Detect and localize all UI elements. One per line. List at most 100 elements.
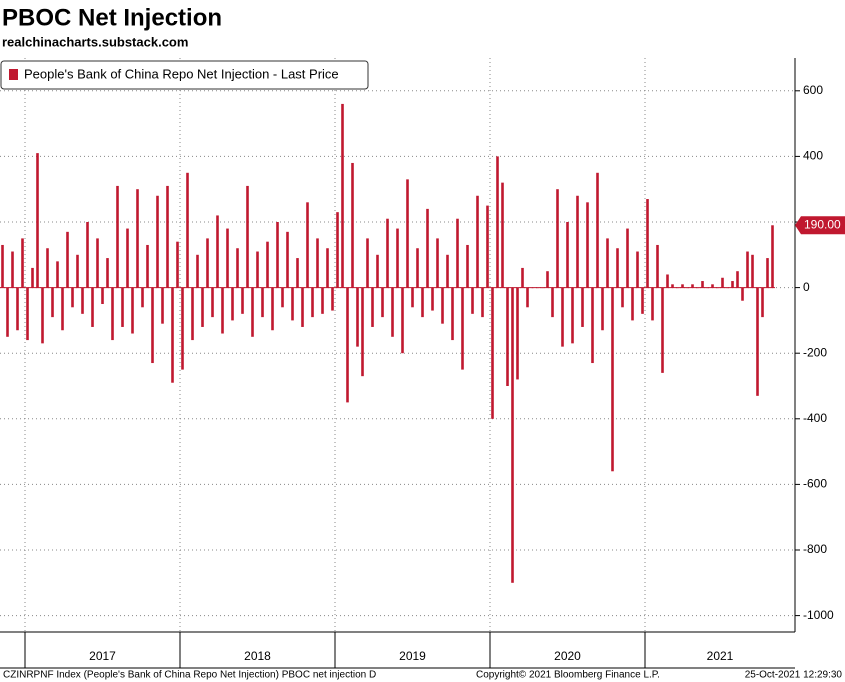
bar [361, 287, 364, 377]
bar [201, 287, 204, 327]
bar [531, 287, 534, 289]
bar [591, 287, 594, 364]
bar [506, 287, 509, 386]
bar [76, 254, 79, 288]
bar [601, 287, 604, 331]
bar [686, 287, 689, 289]
bar [256, 251, 259, 288]
bar [51, 287, 54, 318]
bar [751, 254, 754, 288]
bar [396, 228, 399, 288]
bar [226, 228, 229, 288]
bar [431, 287, 434, 311]
bar [196, 254, 199, 288]
bar [186, 172, 189, 288]
bar [341, 103, 344, 288]
bar [301, 287, 304, 327]
bar [501, 182, 504, 288]
bar [516, 287, 519, 380]
y-tick-label: 0 [803, 280, 810, 294]
bar [721, 277, 724, 288]
bar [771, 225, 774, 288]
bar [191, 287, 194, 341]
bar [81, 287, 84, 314]
bar [696, 287, 699, 289]
bar [536, 287, 539, 289]
bar [351, 162, 354, 288]
legend-swatch [9, 69, 18, 80]
bar [221, 287, 224, 334]
bar [371, 287, 374, 327]
bar [331, 287, 334, 311]
bar [666, 274, 669, 288]
bar [336, 212, 339, 288]
bar [621, 287, 624, 308]
bar [386, 218, 389, 288]
bar [471, 287, 474, 314]
bar [706, 287, 709, 289]
value-label: 190.00 [804, 217, 841, 231]
bar [491, 287, 494, 419]
bar [181, 287, 184, 370]
legend-box [0, 60, 369, 90]
bar [121, 287, 124, 327]
bar [551, 287, 554, 318]
bar [211, 287, 214, 318]
bar [416, 248, 419, 288]
bar [466, 244, 469, 288]
bar [231, 287, 234, 321]
chart-title: PBOC Net Injection [2, 4, 222, 31]
bar [411, 287, 414, 308]
y-tick-label: -400 [803, 411, 827, 425]
bar [641, 287, 644, 314]
bar [651, 287, 654, 321]
bar [391, 287, 394, 337]
x-tick-label: 2019 [399, 649, 426, 663]
y-tick-label: -1000 [803, 608, 834, 622]
bar [446, 254, 449, 288]
bar [171, 287, 174, 383]
bar [656, 244, 659, 288]
bar [381, 287, 384, 318]
bar [261, 287, 264, 318]
bar [581, 287, 584, 327]
y-tick-label: -600 [803, 477, 827, 491]
bar [46, 248, 49, 288]
chart-subtitle: realchinacharts.substack.com [2, 34, 188, 49]
bar [206, 238, 209, 288]
bar [476, 195, 479, 288]
bar [421, 287, 424, 318]
bar [736, 271, 739, 288]
bar [11, 251, 14, 288]
bar [681, 284, 684, 288]
bar [451, 287, 454, 341]
bar [596, 172, 599, 288]
bar [296, 258, 299, 288]
bar [456, 218, 459, 288]
bar [526, 287, 529, 308]
bar [406, 179, 409, 288]
bar [116, 185, 119, 288]
bar [741, 287, 744, 301]
bar [6, 287, 9, 337]
bar [311, 287, 314, 318]
x-tick-label: 2018 [244, 649, 271, 663]
bar [676, 287, 679, 289]
bar [86, 222, 89, 288]
footer: 25-Oct-2021 12:29:30 [745, 670, 843, 681]
bar [286, 231, 289, 288]
footer: CZINRPNF Index (People's Bank of China R… [3, 670, 376, 681]
bar [401, 287, 404, 354]
bar [716, 287, 719, 289]
x-tick-label: 2017 [89, 649, 116, 663]
bar [216, 215, 219, 288]
bar [291, 287, 294, 321]
bar [156, 195, 159, 288]
bar [486, 205, 489, 288]
bar [511, 287, 514, 583]
bar [356, 287, 359, 347]
bar [236, 248, 239, 288]
bar [161, 287, 164, 324]
bar [626, 228, 629, 288]
